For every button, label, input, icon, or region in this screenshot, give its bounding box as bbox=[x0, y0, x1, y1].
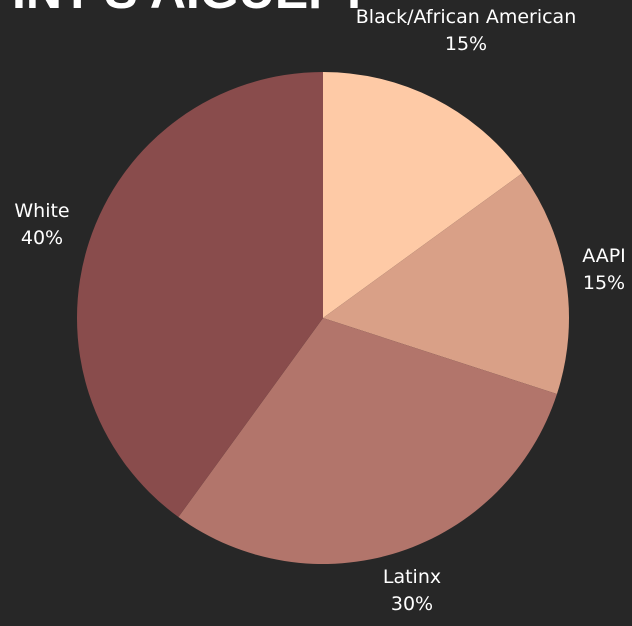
slice-value-latinx: 30% bbox=[383, 591, 441, 618]
slice-label-white: White 40% bbox=[14, 198, 69, 252]
slice-category-white: White bbox=[14, 198, 69, 225]
slice-value-white: 40% bbox=[14, 225, 69, 252]
slice-category-black-african-american: Black/African American bbox=[356, 4, 577, 31]
slice-value-black-african-american: 15% bbox=[356, 31, 577, 58]
slice-value-aapi: 15% bbox=[582, 270, 626, 297]
slice-label-aapi: AAPI 15% bbox=[582, 243, 626, 297]
slice-label-black-african-american: Black/African American 15% bbox=[356, 4, 577, 58]
slice-label-latinx: Latinx 30% bbox=[383, 564, 441, 618]
slice-category-latinx: Latinx bbox=[383, 564, 441, 591]
slice-category-aapi: AAPI bbox=[582, 243, 626, 270]
